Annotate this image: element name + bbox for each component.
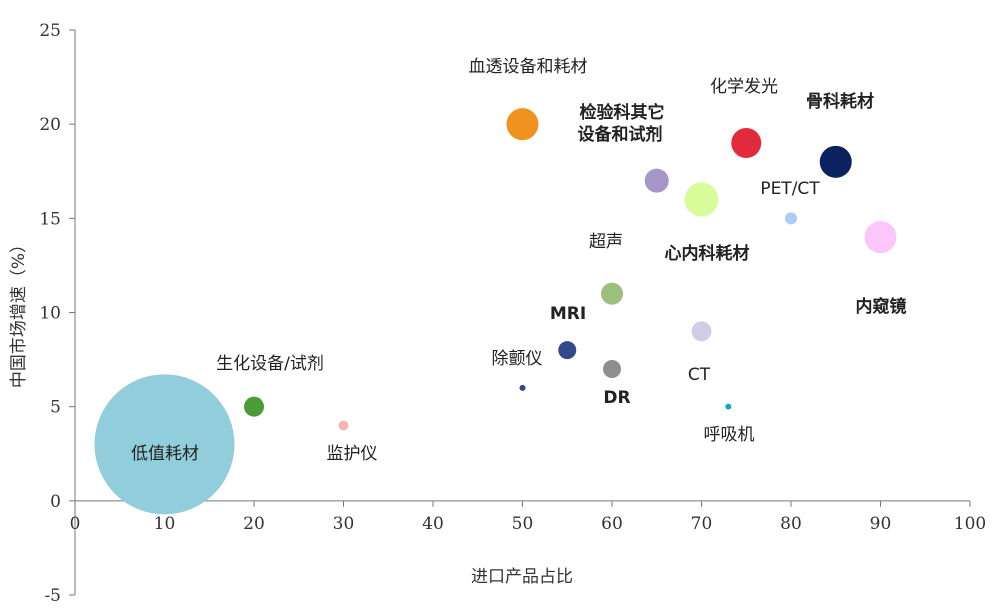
x-tick-label: 90 [870, 514, 892, 534]
bubble [684, 182, 719, 217]
x-tick-label: 60 [601, 514, 623, 534]
bubble-label: 设备和试剂 [578, 124, 663, 145]
bubble-label: 低值耗材 [131, 444, 199, 464]
bubble-label: 心内科耗材 [665, 243, 750, 264]
x-tick-label: 70 [691, 514, 713, 534]
bubble [731, 128, 762, 158]
bubble [725, 403, 732, 410]
bubble [601, 282, 623, 305]
bubble-label: 超声 [589, 232, 623, 252]
bubble-label: DR [603, 388, 630, 408]
bubble [864, 221, 897, 254]
bubble-label: MRI [550, 304, 586, 324]
bubble [819, 145, 852, 178]
bubble-label: 监护仪 [327, 444, 378, 464]
x-axis-title: 进口产品占比 [471, 567, 573, 587]
y-tick-label: 10 [39, 304, 61, 324]
bubble [244, 396, 264, 417]
bubble-label: CT [688, 365, 711, 385]
x-tick-label: 100 [954, 514, 986, 534]
bubble-label: PET/CT [760, 179, 820, 199]
x-tick-label: 30 [333, 514, 355, 534]
x-tick-label: 20 [243, 514, 265, 534]
x-tick-label: 80 [780, 514, 802, 534]
bubble [338, 420, 349, 431]
bubble [691, 321, 712, 342]
bubble-label: 生化设备/试剂 [216, 354, 324, 374]
bubble [603, 360, 621, 378]
bubble-label: 内窥镜 [856, 296, 907, 317]
y-tick-label: 5 [50, 398, 61, 418]
x-tick-label: 40 [422, 514, 444, 534]
tick-labels: 0 10 20 30 40 50 60 70 80 90 100 -5 0 5 10 15 20 25 [39, 21, 986, 606]
bubble [94, 374, 235, 515]
y-tick-label: -5 [44, 586, 61, 606]
bubble [785, 212, 797, 225]
bubble [558, 341, 577, 360]
y-axis-title: 中国市场增速（%） [9, 236, 29, 388]
bubble [519, 384, 526, 391]
bubble [644, 168, 669, 193]
y-tick-label: 15 [39, 209, 61, 229]
bubble-label: 骨科耗材 [806, 91, 874, 112]
x-tick-label: 50 [512, 514, 534, 534]
x-tick-label: 0 [70, 514, 81, 534]
x-tick-label: 10 [154, 514, 176, 534]
y-tick-label: 20 [39, 115, 61, 135]
bubble-label: 除颤仪 [492, 349, 543, 369]
y-tick-label: 0 [50, 492, 61, 512]
bubble-label: 呼吸机 [704, 425, 755, 445]
bubble-label: 检验科其它 [580, 102, 665, 123]
axes [69, 29, 971, 596]
bubbles [94, 108, 897, 515]
bubble-label: 化学发光 [710, 77, 778, 97]
bubble [506, 108, 539, 141]
y-tick-label: 25 [39, 21, 61, 41]
bubble-label: 血透设备和耗材 [469, 57, 588, 77]
